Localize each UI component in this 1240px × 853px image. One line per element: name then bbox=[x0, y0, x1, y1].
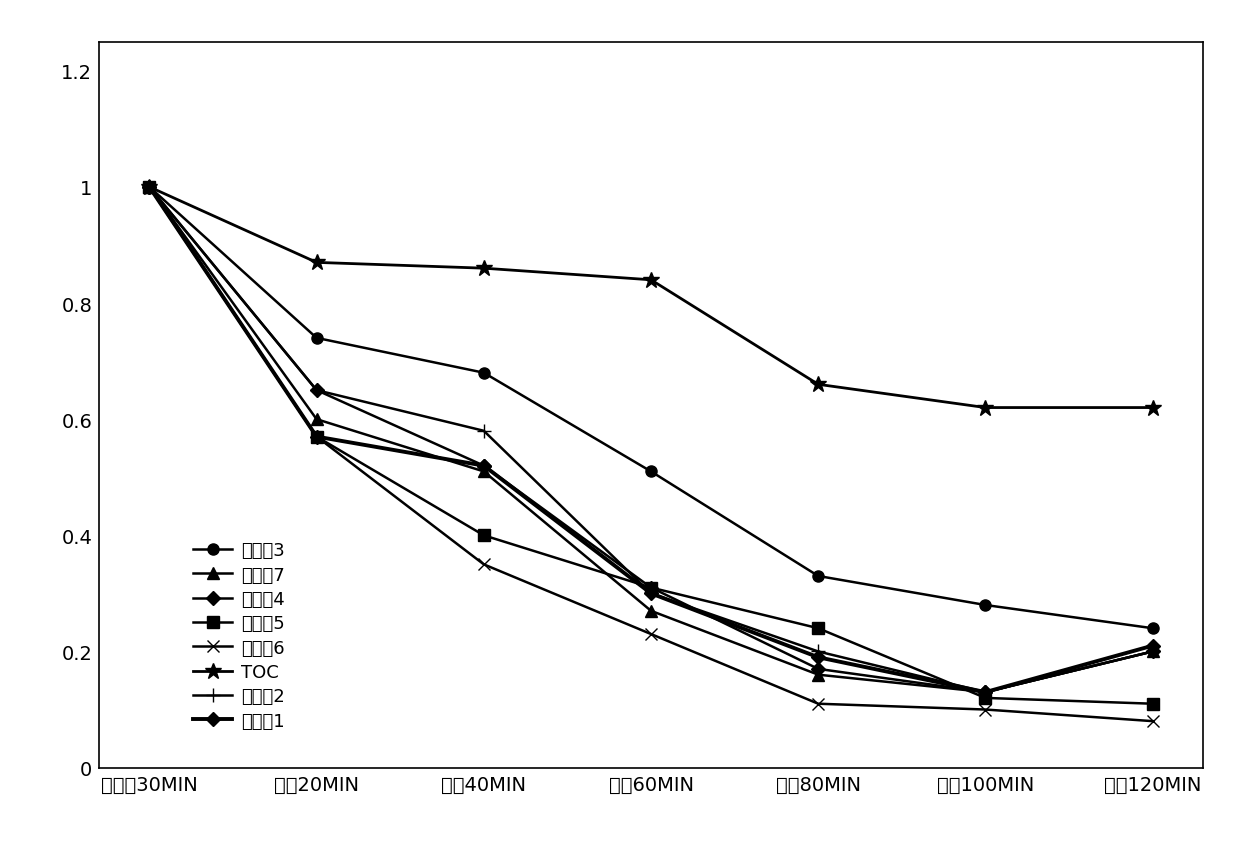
实施例5 bbox=[644, 583, 658, 593]
实施例3 bbox=[644, 467, 658, 477]
实施例1 bbox=[811, 653, 826, 663]
实施例2 bbox=[978, 688, 993, 698]
实施例1 bbox=[978, 688, 993, 698]
Line: 实施例2: 实施例2 bbox=[143, 181, 1159, 699]
TOC bbox=[1146, 403, 1161, 413]
实施例5 bbox=[1146, 699, 1161, 709]
TOC bbox=[309, 258, 324, 268]
实施例7 bbox=[978, 688, 993, 698]
实施例5 bbox=[309, 432, 324, 442]
实施例6 bbox=[644, 630, 658, 640]
实施例2 bbox=[141, 183, 156, 193]
Line: 实施例1: 实施例1 bbox=[145, 183, 1157, 697]
实施例3 bbox=[309, 334, 324, 344]
TOC bbox=[644, 276, 658, 286]
实施例4 bbox=[476, 461, 491, 471]
实施例6 bbox=[309, 432, 324, 442]
实施例6 bbox=[1146, 717, 1161, 727]
实施例2 bbox=[476, 426, 491, 437]
实施例2 bbox=[1146, 647, 1161, 657]
实施例6 bbox=[811, 699, 826, 709]
Line: 实施例5: 实施例5 bbox=[144, 182, 1158, 710]
实施例3 bbox=[978, 601, 993, 611]
实施例4 bbox=[978, 688, 993, 698]
实施例5 bbox=[811, 624, 826, 634]
实施例1 bbox=[476, 461, 491, 471]
实施例7 bbox=[811, 670, 826, 680]
实施例7 bbox=[1146, 647, 1161, 657]
实施例5 bbox=[141, 183, 156, 193]
实施例1 bbox=[1146, 641, 1161, 651]
实施例5 bbox=[978, 693, 993, 703]
实施例5 bbox=[476, 531, 491, 541]
实施例4 bbox=[141, 183, 156, 193]
Line: TOC: TOC bbox=[141, 179, 1161, 416]
实施例1 bbox=[141, 183, 156, 193]
实施例6 bbox=[476, 560, 491, 570]
实施例4 bbox=[644, 583, 658, 593]
实施例7 bbox=[141, 183, 156, 193]
实施例7 bbox=[476, 467, 491, 477]
Line: 实施例7: 实施例7 bbox=[144, 182, 1158, 698]
实施例2 bbox=[309, 386, 324, 396]
实施例3 bbox=[476, 368, 491, 379]
实施例6 bbox=[141, 183, 156, 193]
实施例3 bbox=[811, 572, 826, 582]
实施例4 bbox=[309, 386, 324, 396]
实施例1 bbox=[309, 432, 324, 442]
Legend: 实施例3, 实施例7, 实施例4, 实施例5, 实施例6, TOC, 实施例2, 实施例1: 实施例3, 实施例7, 实施例4, 实施例5, 实施例6, TOC, 实施例2,… bbox=[186, 535, 293, 737]
TOC bbox=[476, 264, 491, 274]
Line: 实施例6: 实施例6 bbox=[143, 182, 1159, 728]
实施例7 bbox=[309, 415, 324, 425]
实施例2 bbox=[811, 647, 826, 657]
实施例6 bbox=[978, 705, 993, 715]
TOC bbox=[141, 183, 156, 193]
TOC bbox=[978, 403, 993, 413]
Line: 实施例3: 实施例3 bbox=[144, 182, 1158, 634]
实施例3 bbox=[141, 183, 156, 193]
实施例7 bbox=[644, 606, 658, 616]
实施例1 bbox=[644, 589, 658, 599]
Line: 实施例4: 实施例4 bbox=[145, 183, 1157, 697]
实施例2 bbox=[644, 589, 658, 599]
实施例4 bbox=[1146, 647, 1161, 657]
实施例4 bbox=[811, 664, 826, 674]
实施例3 bbox=[1146, 624, 1161, 634]
TOC bbox=[811, 380, 826, 390]
